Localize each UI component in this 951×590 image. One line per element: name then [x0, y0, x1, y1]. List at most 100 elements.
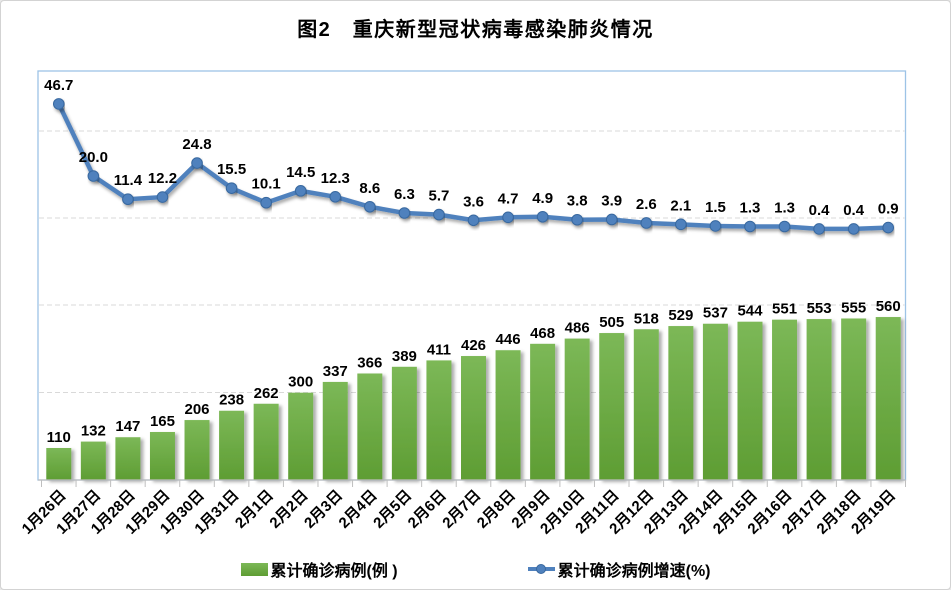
bar	[219, 410, 245, 480]
bar-value-label: 537	[703, 305, 728, 322]
line-marker	[536, 210, 549, 223]
bar	[564, 338, 590, 480]
x-axis-label: 2月1日	[232, 487, 277, 532]
legend: 累计确诊病例(例 ) 累计确诊病例增速(%)	[1, 557, 950, 581]
line-marker	[675, 218, 687, 231]
bar-value-label: 486	[565, 320, 590, 337]
line-marker	[467, 214, 480, 227]
line-marker	[87, 170, 100, 182]
bar-value-label: 529	[668, 307, 693, 324]
line-marker	[122, 193, 134, 206]
line-marker	[571, 213, 583, 226]
line-value-label: 24.8	[182, 136, 211, 153]
line-marker	[882, 221, 895, 234]
bar	[149, 431, 175, 480]
line-marker	[191, 157, 203, 169]
bar-value-label: 544	[737, 303, 763, 320]
bar-value-label: 165	[150, 413, 175, 430]
bar	[668, 326, 694, 480]
line-value-label: 1.3	[774, 199, 795, 216]
bar	[495, 350, 521, 480]
line-value-label: 2.1	[670, 197, 691, 214]
legend-line-swatch-icon	[527, 563, 555, 575]
legend-label-cases: 累计确诊病例(例 )	[270, 563, 398, 580]
bar	[184, 420, 210, 480]
bar-value-label: 553	[807, 300, 832, 317]
line-marker	[364, 200, 376, 213]
bar-value-label: 426	[461, 337, 486, 354]
line-value-label: 0.9	[878, 201, 899, 218]
line-value-label: 4.9	[532, 190, 553, 207]
line-value-label: 2.6	[636, 196, 657, 213]
line-value-label: 0.4	[843, 202, 865, 219]
bar	[115, 437, 141, 480]
line-marker	[225, 182, 238, 194]
bar	[875, 317, 901, 480]
bar-value-label: 300	[288, 374, 313, 391]
chart-title: 图2 重庆新型冠状病毒感染肺炎情况	[297, 19, 654, 41]
x-axis-label: 2月7日	[439, 487, 484, 532]
bar	[461, 356, 486, 480]
line-value-label: 5.7	[429, 188, 450, 205]
line-value-label: 0.4	[809, 202, 831, 219]
line-value-label: 46.7	[44, 77, 73, 94]
x-axis-label: 2月4日	[336, 487, 381, 532]
line-marker	[605, 213, 618, 226]
line-value-label: 8.6	[359, 180, 380, 197]
bar-value-label: 110	[47, 429, 71, 446]
bar	[288, 392, 314, 480]
legend-item-cases: 累计确诊病例(例 )	[240, 557, 398, 581]
line-value-label: 1.5	[705, 199, 726, 216]
line-value-label: 1.3	[740, 199, 761, 216]
line-value-label: 20.0	[79, 149, 108, 166]
bar-value-label: 389	[392, 348, 417, 365]
bar-value-label: 206	[185, 401, 210, 418]
bar-value-label: 505	[599, 314, 624, 331]
bar	[530, 343, 556, 480]
bar-value-label: 132	[81, 423, 106, 440]
bar	[46, 447, 72, 480]
line-marker	[329, 190, 342, 203]
bar	[702, 323, 728, 480]
line-marker	[709, 220, 722, 232]
legend-bar-swatch-icon	[240, 562, 268, 576]
line-marker	[52, 98, 65, 110]
line-value-label: 10.1	[252, 176, 281, 193]
bar	[806, 319, 832, 480]
bar-value-label: 337	[323, 363, 348, 380]
x-axis-label: 2月5日	[370, 487, 415, 532]
line-value-label: 6.3	[394, 186, 415, 203]
line-marker	[778, 220, 791, 233]
line-marker	[260, 196, 272, 209]
line-value-label: 3.9	[601, 192, 622, 209]
bar-value-label: 446	[496, 331, 521, 348]
bar	[633, 329, 659, 480]
line-marker	[294, 185, 307, 197]
bar-value-label: 411	[427, 341, 451, 358]
x-axis-label: 2月3日	[301, 487, 346, 532]
bar-value-label: 560	[876, 298, 901, 315]
x-axis-label: 2月6日	[405, 487, 450, 532]
bar	[841, 318, 867, 480]
bar-value-label: 147	[115, 418, 140, 435]
bar	[599, 333, 625, 480]
line-value-label: 3.6	[463, 193, 484, 210]
bar-value-label: 518	[634, 310, 659, 327]
line-marker	[813, 223, 825, 235]
line-marker	[433, 208, 445, 221]
bar	[391, 366, 417, 480]
bar-value-label: 468	[530, 325, 555, 342]
line-marker	[744, 220, 756, 233]
x-axis-label: 2月8日	[474, 487, 519, 532]
line-value-label: 11.4	[114, 172, 143, 189]
line-value-label: 3.8	[567, 193, 588, 210]
x-axis-label: 2月2日	[266, 487, 311, 532]
line-value-label: 4.7	[498, 190, 519, 207]
bar	[253, 403, 279, 480]
bar-value-label: 551	[772, 301, 797, 318]
line-value-label: 15.5	[217, 161, 246, 178]
line-value-label: 12.2	[148, 170, 177, 187]
bar-value-label: 262	[254, 385, 279, 402]
